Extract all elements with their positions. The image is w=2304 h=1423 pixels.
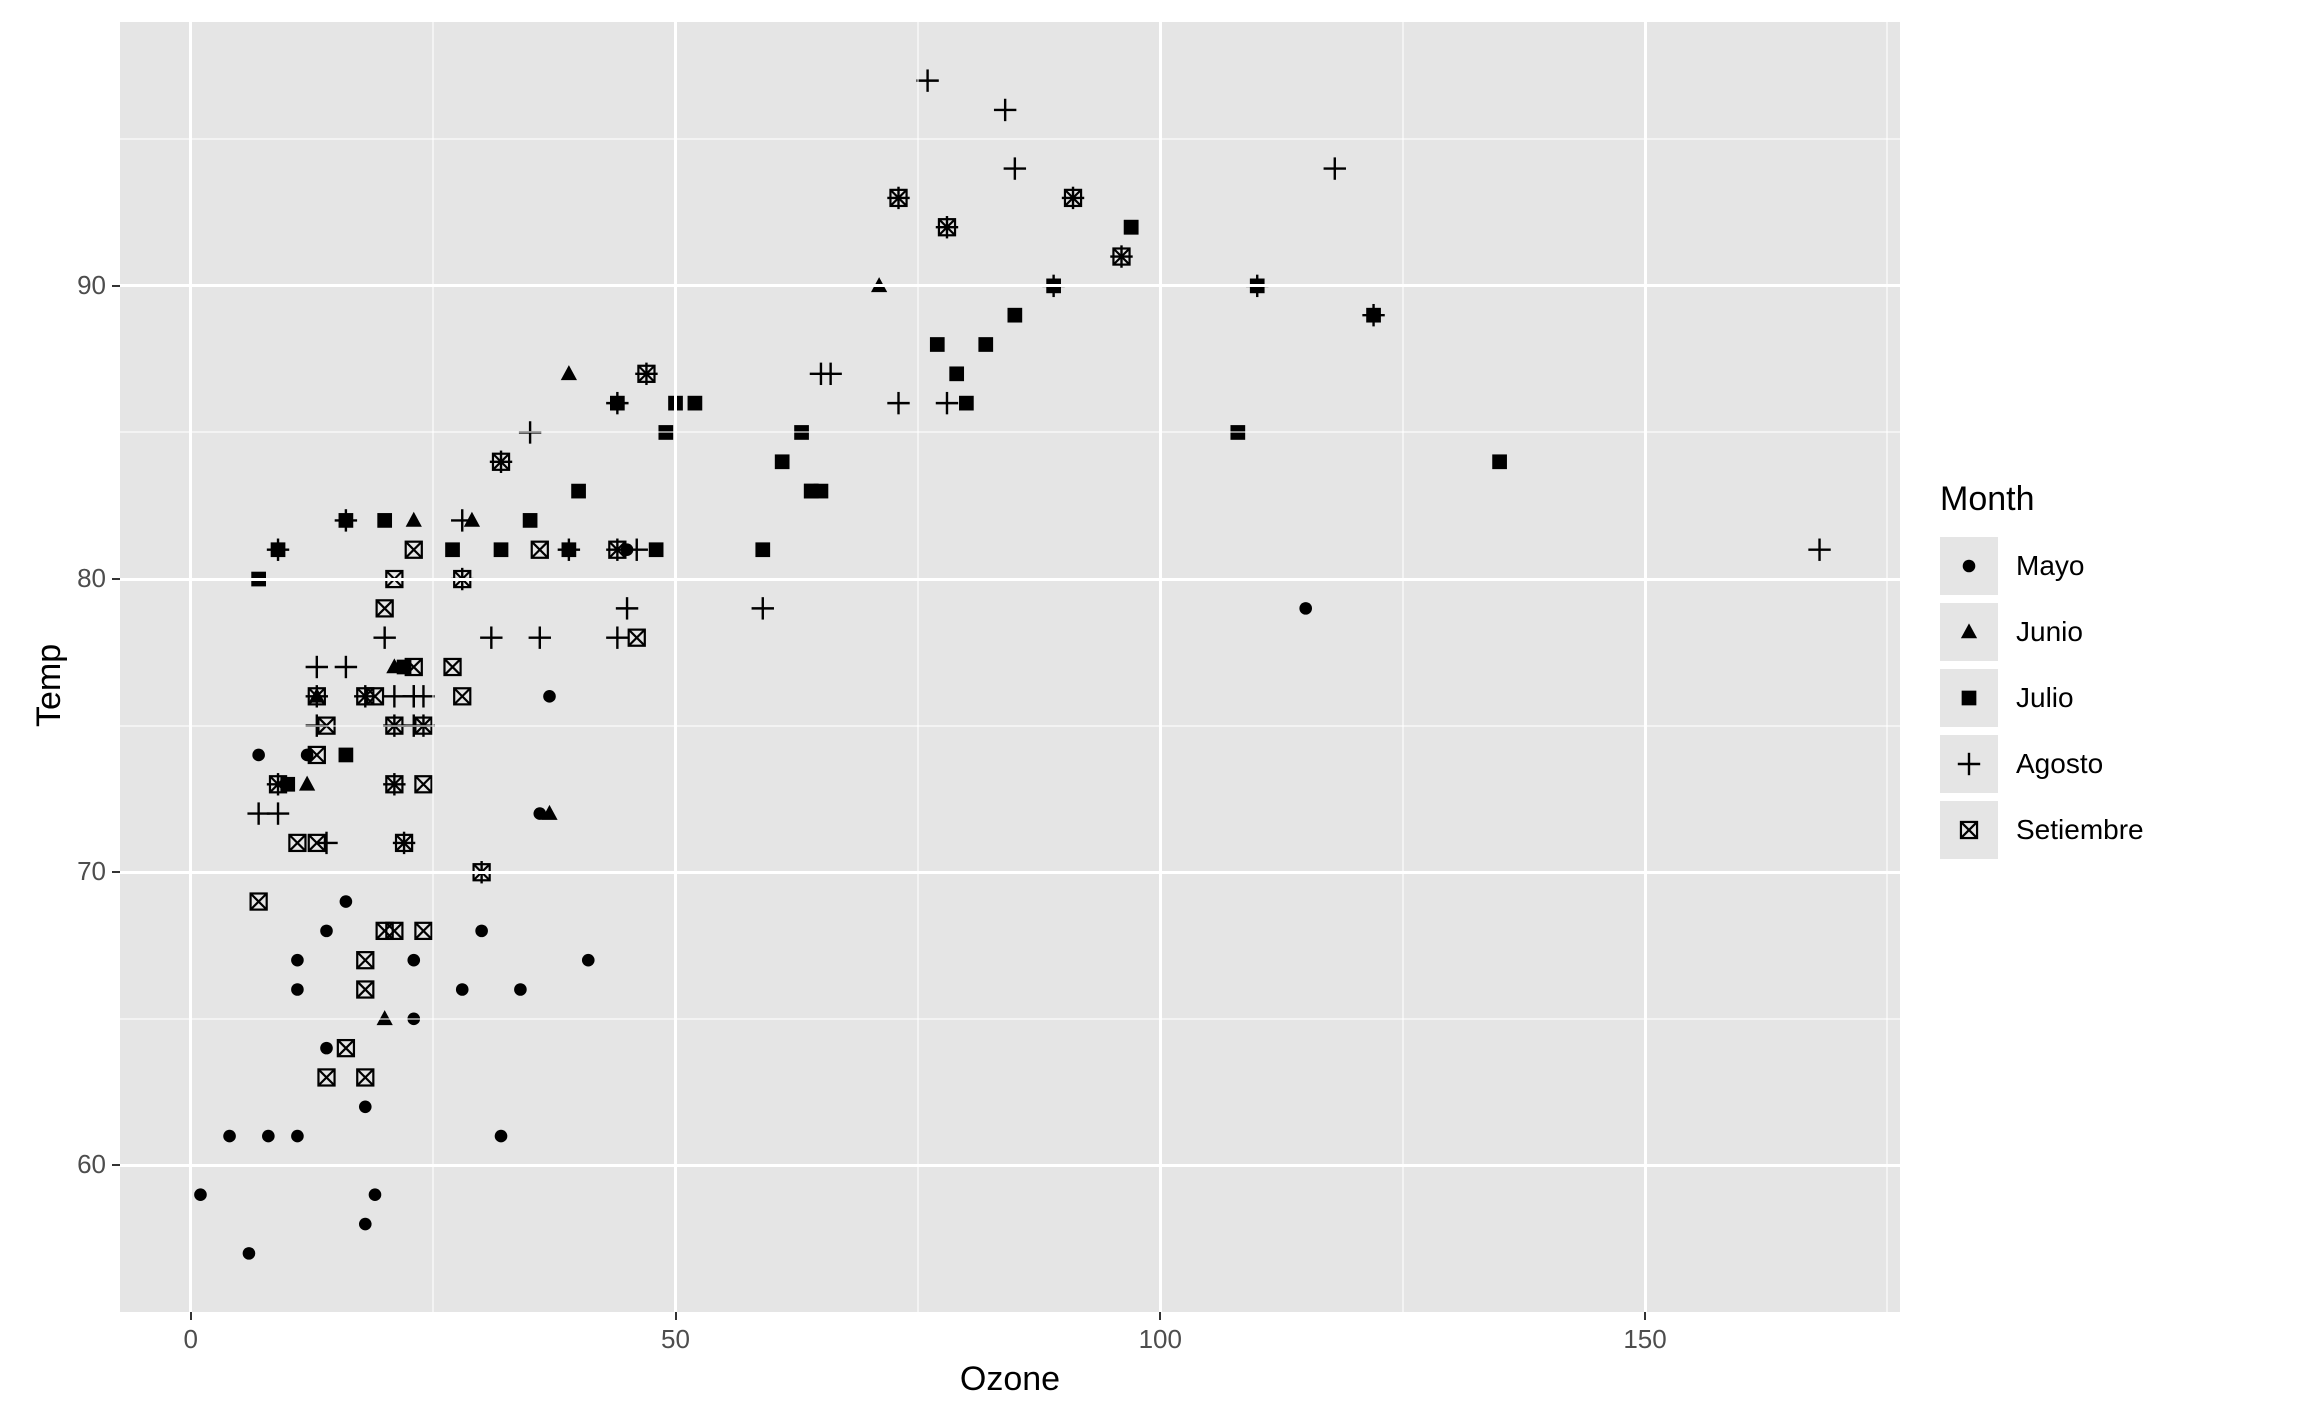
y-tick-label: 70: [50, 856, 106, 887]
legend-key: [1940, 537, 1998, 595]
legend-item: Agosto: [1940, 735, 2144, 793]
gridline-minor-y: [120, 138, 1900, 140]
legend-key: [1940, 735, 1998, 793]
x-tick: [675, 1312, 677, 1320]
x-tick: [190, 1312, 192, 1320]
gridline-minor-y: [120, 725, 1900, 727]
legend-label: Julio: [2016, 682, 2074, 714]
legend-label: Junio: [2016, 616, 2083, 648]
x-tick: [1159, 1312, 1161, 1320]
gridline-minor-x: [1402, 22, 1404, 1312]
gridline-major-x: [189, 22, 192, 1312]
legend-label: Setiembre: [2016, 814, 2144, 846]
gridline-major-y: [120, 871, 1900, 874]
legend-label: Agosto: [2016, 748, 2103, 780]
gridline-major-x: [674, 22, 677, 1312]
x-tick-label: 0: [161, 1324, 221, 1355]
gridline-minor-x: [917, 22, 919, 1312]
legend-item: Setiembre: [1940, 801, 2144, 859]
gridline-major-x: [1644, 22, 1647, 1312]
x-tick-label: 150: [1615, 1324, 1675, 1355]
y-tick-label: 90: [50, 270, 106, 301]
x-axis-title: Ozone: [930, 1360, 1090, 1399]
y-tick: [112, 1164, 120, 1166]
gridline-minor-y: [120, 431, 1900, 433]
legend-key: [1940, 603, 1998, 661]
legend-item: Mayo: [1940, 537, 2144, 595]
y-tick-label: 80: [50, 563, 106, 594]
legend: Month Mayo Junio Julio Agosto Setiembre: [1940, 480, 2144, 867]
legend-key: [1940, 669, 1998, 727]
legend-item: Julio: [1940, 669, 2144, 727]
gridline-major-x: [1159, 22, 1162, 1312]
y-tick: [112, 871, 120, 873]
y-tick-label: 60: [50, 1149, 106, 1180]
legend-title: Month: [1940, 480, 2144, 519]
gridline-minor-x: [432, 22, 434, 1312]
legend-label: Mayo: [2016, 550, 2084, 582]
y-tick: [112, 578, 120, 580]
legend-key: [1940, 801, 1998, 859]
scatter-chart: Ozone Temp Month Mayo Junio Julio Agosto Set…: [0, 0, 2304, 1423]
x-tick-label: 100: [1130, 1324, 1190, 1355]
y-tick: [112, 285, 120, 287]
plot-panel: [120, 22, 1900, 1312]
x-tick-label: 50: [646, 1324, 706, 1355]
gridline-minor-x: [1886, 22, 1888, 1312]
gridline-minor-y: [120, 1018, 1900, 1020]
x-tick: [1644, 1312, 1646, 1320]
legend-item: Junio: [1940, 603, 2144, 661]
gridline-major-y: [120, 578, 1900, 581]
y-axis-title: Temp: [30, 644, 69, 727]
gridline-major-y: [120, 1164, 1900, 1167]
gridline-major-y: [120, 284, 1900, 287]
